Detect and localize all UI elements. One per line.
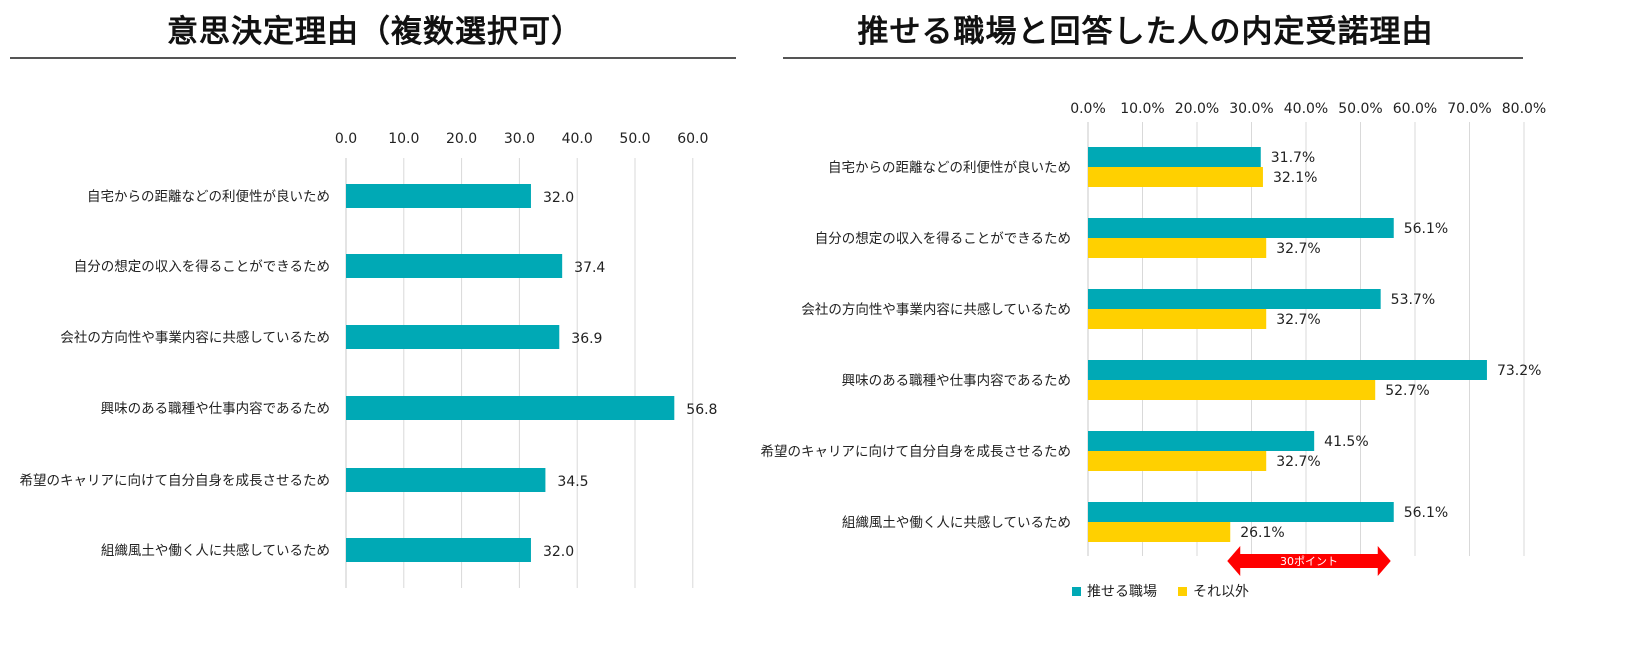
bar bbox=[346, 254, 563, 278]
category-label: 希望のキャリアに向けて自分自身を成長させるため bbox=[761, 444, 1072, 460]
category-label: 興味のある職種や仕事内容であるため bbox=[842, 372, 1071, 389]
bar-chart-svg: 0.0% 10.0% 20.0% 30.0% 40.0% 50.0% 60.0% 70.0% 8… bbox=[761, 101, 1547, 600]
category-label: 会社の方向性や事業内容に共感しているため bbox=[60, 329, 330, 346]
bar-series1 bbox=[1088, 147, 1261, 167]
bar-series1 bbox=[1088, 431, 1315, 451]
data-label: 56.1% bbox=[1404, 505, 1448, 521]
bar bbox=[346, 538, 531, 562]
bar bbox=[346, 396, 675, 420]
x-tick-label: 50.0% bbox=[1338, 101, 1382, 117]
data-label: 56.1% bbox=[1404, 221, 1448, 237]
x-tick-label: 40.0 bbox=[562, 131, 593, 147]
category-label: 希望のキャリアに向けて自分自身を成長させるため bbox=[20, 473, 331, 489]
category-label: 会社の方向性や事業内容に共感しているため bbox=[801, 301, 1071, 318]
data-label: 32.0 bbox=[543, 544, 574, 560]
right-chart-panel: 推せる職場と回答した人の内定受諾理由 0.0% 10.0% 20.0% 30.0% 40… bbox=[761, 0, 1636, 649]
category-label: 自分の想定の収入を得ることができるため bbox=[815, 230, 1071, 247]
data-label: 37.4 bbox=[574, 260, 605, 276]
bar-series2 bbox=[1088, 238, 1267, 258]
bar-series1 bbox=[1088, 289, 1381, 309]
category-label: 自宅からの距離などの利便性が良いため bbox=[87, 189, 330, 205]
data-label: 32.7% bbox=[1276, 312, 1320, 328]
x-tick-label: 30.0 bbox=[504, 131, 535, 147]
title-underline bbox=[10, 57, 736, 59]
category-label: 組織風土や働く人に共感しているため bbox=[101, 542, 330, 559]
data-label: 32.7% bbox=[1276, 241, 1320, 257]
legend-swatch bbox=[1072, 587, 1081, 596]
bar bbox=[346, 184, 531, 208]
data-label: 41.5% bbox=[1324, 434, 1368, 450]
bar-series2 bbox=[1088, 380, 1376, 400]
data-label: 26.1% bbox=[1240, 525, 1284, 541]
left-chart-panel: 意思決定理由（複数選択可） 0.0 10.0 20.0 30.0 40.0 50.0 60.… bbox=[0, 0, 750, 649]
chart-title: 意思決定理由（複数選択可） bbox=[167, 14, 583, 50]
x-tick-label: 10.0 bbox=[388, 131, 419, 147]
chart-title: 推せる職場と回答した人の内定受諾理由 bbox=[857, 14, 1434, 50]
title-underline bbox=[783, 57, 1523, 59]
legend-swatch bbox=[1178, 587, 1187, 596]
legend-label: 推せる職場 bbox=[1087, 584, 1157, 600]
bar-series2 bbox=[1088, 451, 1267, 471]
bar-series1 bbox=[1088, 218, 1394, 238]
bar-series1 bbox=[1088, 502, 1394, 522]
data-label: 32.1% bbox=[1273, 170, 1317, 186]
data-label: 32.7% bbox=[1276, 454, 1320, 470]
annotation-label: 30ポイント bbox=[1280, 555, 1338, 568]
x-tick-label: 20.0 bbox=[446, 131, 477, 147]
data-label: 31.7% bbox=[1271, 150, 1315, 166]
category-label: 自宅からの距離などの利便性が良いため bbox=[828, 160, 1071, 176]
bar-chart-svg: 0.0 10.0 20.0 30.0 40.0 50.0 60.0 自宅からの距離などの利便性… bbox=[20, 131, 717, 588]
category-label: 組織風土や働く人に共感しているため bbox=[842, 514, 1071, 531]
data-label: 52.7% bbox=[1385, 383, 1429, 399]
data-label: 56.8 bbox=[686, 402, 717, 418]
x-tick-label: 0.0 bbox=[335, 131, 357, 147]
data-label: 34.5 bbox=[557, 474, 588, 490]
bar-series2 bbox=[1088, 309, 1267, 329]
x-tick-label: 50.0 bbox=[619, 131, 650, 147]
x-tick-label: 80.0% bbox=[1502, 101, 1546, 117]
data-label: 73.2% bbox=[1497, 363, 1541, 379]
x-tick-label: 40.0% bbox=[1284, 101, 1328, 117]
bar-series1 bbox=[1088, 360, 1487, 380]
bar-series2 bbox=[1088, 167, 1263, 187]
bar bbox=[346, 468, 546, 492]
x-tick-label: 10.0% bbox=[1120, 101, 1164, 117]
category-label: 興味のある職種や仕事内容であるため bbox=[101, 400, 330, 417]
x-tick-label: 60.0% bbox=[1393, 101, 1437, 117]
x-tick-label: 30.0% bbox=[1229, 101, 1273, 117]
data-label: 36.9 bbox=[571, 331, 602, 347]
annotation-double-arrow bbox=[1227, 546, 1391, 576]
x-tick-label: 0.0% bbox=[1070, 101, 1106, 117]
bar-series2 bbox=[1088, 522, 1231, 542]
x-tick-label: 60.0 bbox=[677, 131, 708, 147]
bar bbox=[346, 325, 560, 349]
data-label: 32.0 bbox=[543, 190, 574, 206]
legend-label: それ以外 bbox=[1193, 584, 1249, 600]
x-tick-label: 70.0% bbox=[1447, 101, 1491, 117]
category-label: 自分の想定の収入を得ることができるため bbox=[74, 258, 330, 275]
data-label: 53.7% bbox=[1391, 292, 1435, 308]
x-tick-label: 20.0% bbox=[1175, 101, 1219, 117]
